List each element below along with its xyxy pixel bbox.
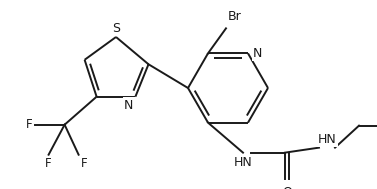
Text: S: S xyxy=(112,22,120,35)
Text: HN: HN xyxy=(318,133,336,146)
Text: F: F xyxy=(45,157,52,170)
Text: F: F xyxy=(81,157,87,170)
Text: HN: HN xyxy=(234,156,252,169)
Text: Br: Br xyxy=(228,10,242,23)
Text: O: O xyxy=(282,186,292,189)
Text: N: N xyxy=(253,47,262,60)
Text: N: N xyxy=(124,99,133,112)
Text: F: F xyxy=(26,118,32,131)
